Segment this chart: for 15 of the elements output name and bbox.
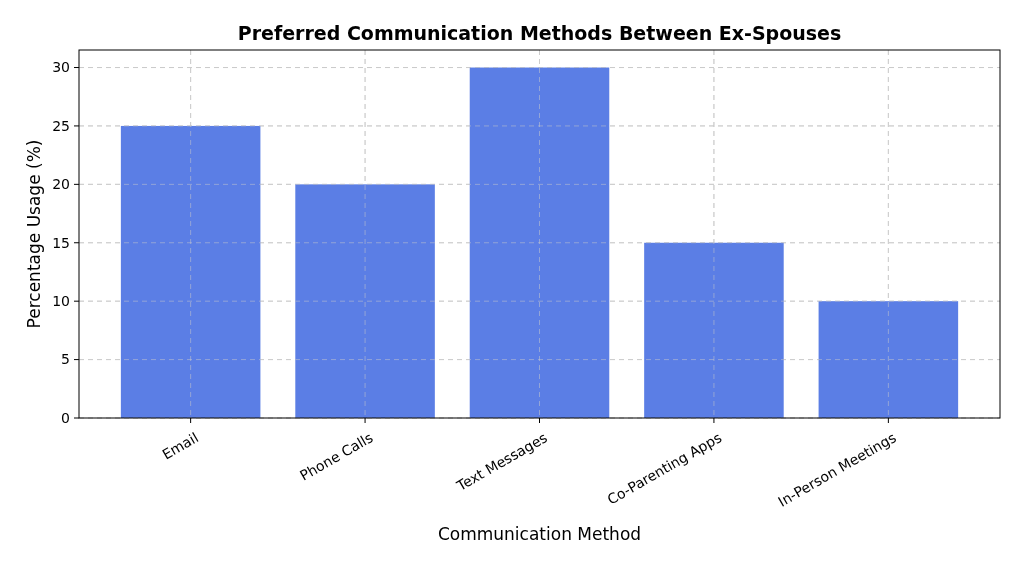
y-tick-label: 25 — [52, 117, 70, 134]
bar — [818, 301, 959, 418]
y-tick-label: 30 — [52, 59, 70, 76]
y-tick-label: 20 — [52, 176, 70, 193]
x-axis-title: Communication Method — [437, 524, 642, 544]
y-tick-label: 15 — [52, 234, 70, 251]
bar — [469, 67, 610, 418]
y-tick-label: 0 — [61, 409, 70, 426]
bar — [644, 242, 784, 418]
y-axis-title: Percentage Usage (%) — [24, 139, 44, 329]
bar — [295, 184, 435, 418]
chart-title: Preferred Communication Methods Between Ex-Spouses — [237, 22, 842, 44]
y-tick-label: 5 — [61, 351, 70, 368]
y-tick-label: 10 — [52, 293, 70, 310]
bar — [120, 125, 261, 418]
